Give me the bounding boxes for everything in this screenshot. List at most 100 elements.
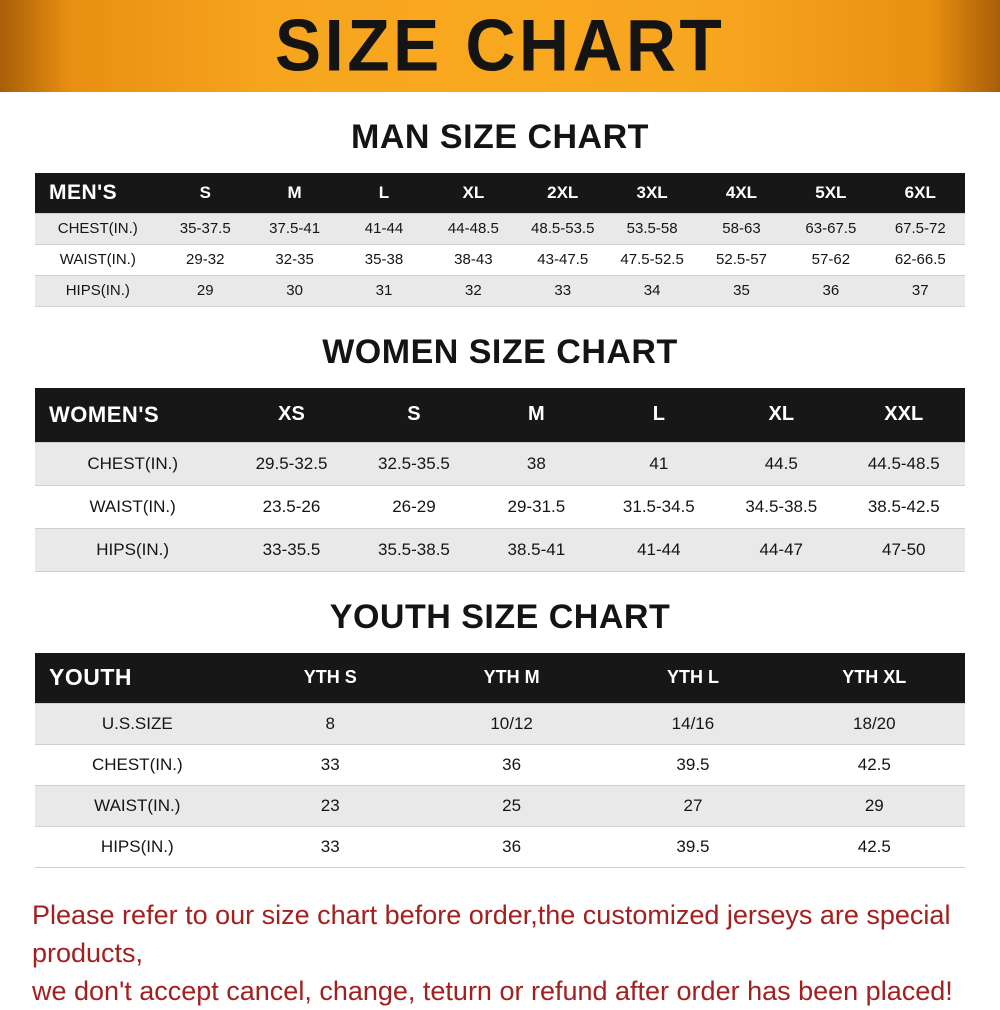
column-header: M bbox=[528, 403, 545, 426]
table-header-row: MEN'S S M L XL 2XL 3XL 4XL 5XL 6XL bbox=[35, 173, 965, 213]
table-cell: 38.5-41 bbox=[475, 528, 598, 572]
column-header: L bbox=[652, 403, 665, 426]
column-header: 3XL bbox=[636, 182, 668, 202]
row-label: WAIST(IN.) bbox=[35, 784, 240, 827]
row-label: WAIST(IN.) bbox=[35, 243, 161, 276]
table-row: U.S.SIZE 8 10/12 14/16 18/20 bbox=[35, 702, 965, 745]
table-cell: 36 bbox=[420, 743, 603, 786]
table-cell: 52.5-57 bbox=[696, 243, 787, 276]
table-cell: 32 bbox=[428, 274, 519, 307]
table-cell: 36 bbox=[786, 274, 876, 307]
table-cell: 53.5-58 bbox=[607, 212, 697, 245]
table-row: CHEST(IN.) 35-37.5 37.5-41 41-44 44-48.5 48.5… bbox=[35, 212, 965, 245]
column-header: 6XL bbox=[904, 182, 936, 202]
table-row: WAIST(IN.) 29-32 32-35 35-38 38-43 43-47.5 47.… bbox=[35, 243, 965, 276]
table-cell: 35-38 bbox=[339, 243, 429, 276]
table-cell: 30 bbox=[249, 274, 340, 307]
table-cell: 37 bbox=[875, 274, 965, 307]
table-cell: 47-50 bbox=[842, 528, 965, 572]
banner-title: SIZE CHART bbox=[274, 5, 726, 87]
women-size-table: WOMEN'S XS S M L XL XXL CHEST(IN.) 29.5-32.5 32.5… bbox=[35, 387, 965, 572]
table-cell: 67.5-72 bbox=[875, 212, 965, 245]
table-cell: 37.5-41 bbox=[249, 212, 340, 245]
footer-disclaimer-line2: we don't accept cancel, change, teturn o… bbox=[32, 975, 953, 1006]
women-section-title: WOMEN SIZE CHART bbox=[322, 332, 678, 371]
column-header: 4XL bbox=[725, 182, 758, 202]
table-cell: 58-63 bbox=[696, 212, 787, 245]
table-cell: 14/16 bbox=[602, 702, 784, 745]
table-cell: 23 bbox=[239, 784, 421, 827]
column-header: S bbox=[199, 182, 211, 202]
table-cell: 31 bbox=[339, 274, 429, 307]
column-header: YTH M bbox=[483, 667, 540, 688]
footer-disclaimer: Please refer to our size chart before or… bbox=[32, 896, 970, 1010]
table-cell: 41 bbox=[597, 442, 721, 486]
footer-disclaimer-line1: Please refer to our size chart before or… bbox=[32, 899, 951, 968]
column-header: XL bbox=[462, 182, 485, 202]
table-cell: 34 bbox=[607, 274, 697, 307]
column-header: XXL bbox=[884, 403, 924, 426]
table-cell: 33-35.5 bbox=[230, 528, 353, 572]
table-cell: 33 bbox=[518, 274, 608, 307]
row-label: U.S.SIZE bbox=[35, 702, 240, 745]
youth-size-section: YOUTH SIZE CHART YOUTH YTH S YTH M YTH L YTH… bbox=[0, 598, 1000, 868]
row-label: CHEST(IN.) bbox=[35, 212, 161, 245]
table-cell: 27 bbox=[602, 784, 784, 827]
table-row: WAIST(IN.) 23 25 27 29 bbox=[35, 784, 965, 827]
table-cell: 34.5-38.5 bbox=[720, 485, 843, 529]
table-cell: 38.5-42.5 bbox=[842, 485, 965, 529]
column-header: L bbox=[378, 182, 390, 202]
row-label: HIPS(IN.) bbox=[35, 274, 161, 307]
column-header: YTH XL bbox=[842, 667, 907, 688]
man-section-title: MAN SIZE CHART bbox=[351, 118, 649, 156]
table-cell: 31.5-34.5 bbox=[597, 485, 721, 529]
size-chart-banner: SIZE CHART bbox=[0, 0, 1000, 92]
table-cell: 23.5-26 bbox=[230, 485, 353, 529]
table-cell: 36 bbox=[420, 825, 603, 868]
table-cell: 33 bbox=[239, 743, 421, 786]
man-size-table: MEN'S S M L XL 2XL 3XL 4XL 5XL 6XL CHEST(IN.) 35-37… bbox=[35, 173, 965, 307]
table-corner-label: WOMEN'S bbox=[49, 401, 160, 427]
table-cell: 29.5-32.5 bbox=[230, 442, 353, 486]
table-cell: 10/12 bbox=[420, 702, 603, 745]
table-cell: 42.5 bbox=[783, 825, 965, 868]
table-cell: 32.5-35.5 bbox=[352, 442, 476, 486]
table-cell: 35 bbox=[696, 274, 787, 307]
row-label: HIPS(IN.) bbox=[35, 528, 231, 572]
table-cell: 48.5-53.5 bbox=[518, 212, 608, 245]
table-cell: 8 bbox=[239, 702, 421, 745]
table-cell: 29 bbox=[160, 274, 250, 307]
table-cell: 41-44 bbox=[339, 212, 429, 245]
table-cell: 25 bbox=[420, 784, 603, 827]
youth-section-title: YOUTH SIZE CHART bbox=[329, 598, 671, 636]
table-cell: 62-66.5 bbox=[875, 243, 965, 276]
table-cell: 35-37.5 bbox=[160, 212, 250, 245]
column-header: XS bbox=[278, 403, 305, 426]
row-label: CHEST(IN.) bbox=[35, 743, 240, 786]
table-cell: 38-43 bbox=[428, 243, 519, 276]
column-header: YTH L bbox=[666, 667, 719, 688]
table-cell: 63-67.5 bbox=[786, 212, 876, 245]
table-header-row: YOUTH YTH S YTH M YTH L YTH XL bbox=[35, 653, 965, 703]
row-label: HIPS(IN.) bbox=[35, 825, 240, 868]
table-cell: 18/20 bbox=[783, 702, 965, 745]
women-size-section: WOMEN SIZE CHART WOMEN'S XS S M L XL XXL CHEST(… bbox=[0, 332, 1000, 572]
table-cell: 44.5-48.5 bbox=[842, 442, 965, 486]
table-header-row: WOMEN'S XS S M L XL XXL bbox=[35, 387, 965, 443]
column-header: M bbox=[287, 182, 302, 202]
table-row: CHEST(IN.) 29.5-32.5 32.5-35.5 38 41 44.5 44.5… bbox=[35, 442, 965, 486]
table-row: HIPS(IN.) 33 36 39.5 42.5 bbox=[35, 825, 965, 868]
table-cell: 39.5 bbox=[602, 743, 784, 786]
row-label: WAIST(IN.) bbox=[35, 485, 231, 529]
table-row: HIPS(IN.) 29 30 31 32 33 34 35 36 37 bbox=[35, 274, 965, 307]
table-cell: 41-44 bbox=[597, 528, 721, 572]
table-cell: 44-48.5 bbox=[428, 212, 519, 245]
table-cell: 38 bbox=[475, 442, 598, 486]
column-header: 5XL bbox=[815, 182, 847, 202]
table-cell: 29-32 bbox=[160, 243, 250, 276]
table-corner-label: YOUTH bbox=[49, 664, 132, 691]
column-header: XL bbox=[768, 403, 795, 426]
table-cell: 32-35 bbox=[249, 243, 340, 276]
row-label: CHEST(IN.) bbox=[35, 442, 231, 486]
column-header: YTH S bbox=[303, 667, 357, 688]
